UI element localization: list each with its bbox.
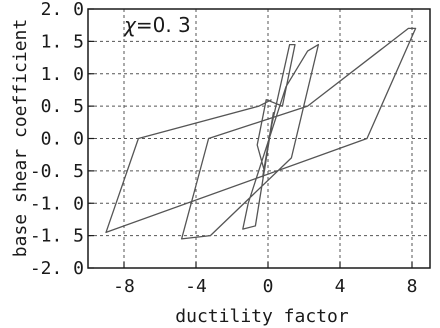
y-tick-label: -1. 5: [30, 226, 84, 247]
x-axis-label: ductility factor: [175, 306, 349, 327]
x-tick-label: 0: [263, 276, 274, 297]
series-layer: [105, 27, 417, 240]
y-tick-label: 1. 0: [41, 64, 84, 85]
x-tick-label: -8: [113, 276, 135, 297]
y-tick-label: -2. 0: [30, 258, 84, 279]
y-tick-label: 0. 0: [41, 129, 84, 150]
y-tick-labels: 2. 0 1. 5 1. 0 0. 5 0. 0 -0. 5 -1. 0 -1. 5 -2. 0: [30, 0, 84, 279]
tick-marks: [88, 8, 413, 269]
chi-symbol: χ: [123, 13, 137, 37]
y-tick-label: -1. 0: [30, 193, 84, 214]
x-tick-label: -4: [185, 276, 207, 297]
hysteresis-curve: [105, 27, 417, 240]
y-tick-label: 2. 0: [41, 0, 84, 20]
y-axis-label: base shear coefficient: [10, 19, 31, 257]
chi-value: =0. 3: [136, 13, 191, 37]
x-tick-labels: -8 -4 0 4 8: [113, 276, 417, 297]
y-tick-label: 1. 5: [41, 31, 84, 52]
x-tick-label: 4: [335, 276, 346, 297]
x-tick-label: 8: [407, 276, 418, 297]
chi-annotation: χ=0. 3: [123, 13, 191, 37]
y-tick-label: 0. 5: [41, 96, 84, 117]
y-tick-label: -0. 5: [30, 161, 84, 182]
